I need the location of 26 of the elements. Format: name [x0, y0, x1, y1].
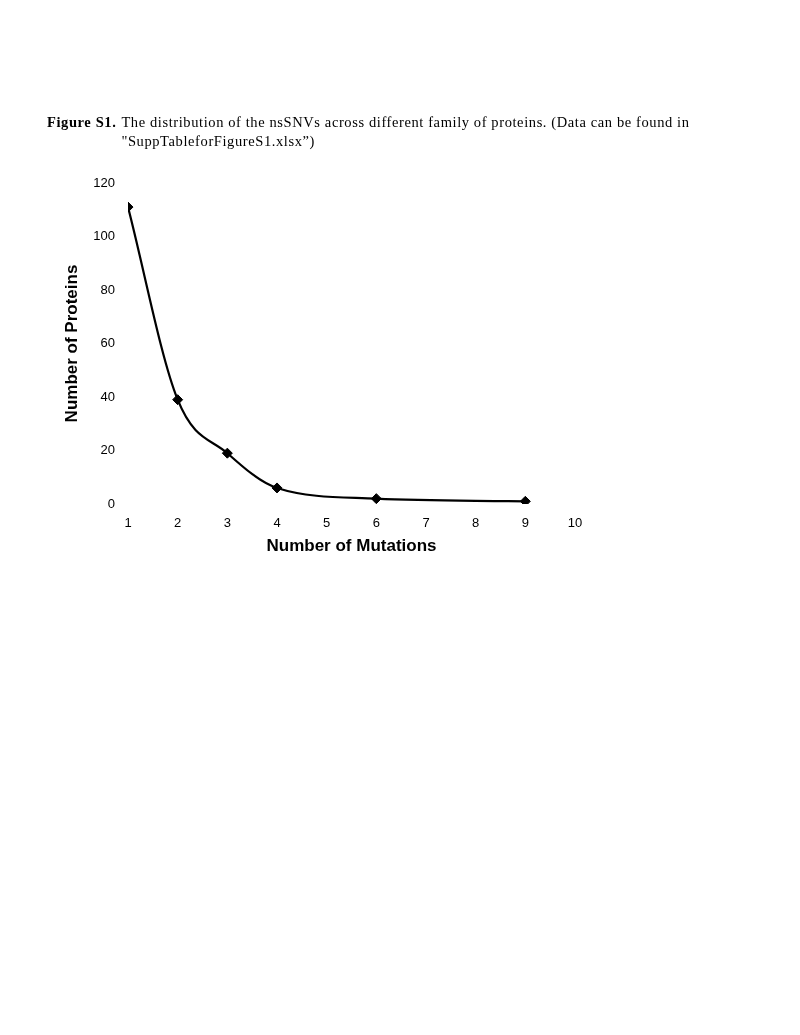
point — [519, 495, 531, 504]
chart-title: Figure S1. — [47, 113, 117, 132]
point — [221, 447, 233, 459]
point — [370, 493, 382, 504]
x-tick-label: 4 — [273, 515, 281, 531]
y-tick-label: 80 — [100, 281, 115, 297]
y-tick-label: 120 — [93, 174, 115, 190]
x-tick-label: 10 — [567, 515, 583, 531]
y-axis-title: Number of Proteins — [61, 264, 81, 423]
y-tick-label: 0 — [107, 495, 115, 511]
x-tick-label: 9 — [521, 515, 529, 531]
x-tick-label: 8 — [472, 515, 480, 531]
x-tick-label: 2 — [174, 515, 182, 531]
x-tick-label: 5 — [323, 515, 331, 531]
y-tick-label: 100 — [93, 228, 115, 244]
point — [271, 482, 283, 494]
point — [172, 394, 184, 406]
x-tick-label: 3 — [223, 515, 231, 531]
y-tick-label: 40 — [100, 388, 115, 404]
y-tick-label: 60 — [100, 335, 115, 351]
x-axis-title: Number of Mutations — [266, 536, 437, 556]
y-tick-label: 20 — [100, 442, 115, 458]
x-tick-label: 1 — [124, 515, 132, 531]
x-tick-label: 6 — [372, 515, 380, 531]
x-tick-label: 7 — [422, 515, 430, 531]
chart-subtitle: The distribution of the nsSNVs across different family of proteins. (Data can be found in "SuppTableforFigureS1.xlsx”) — [121, 113, 691, 151]
